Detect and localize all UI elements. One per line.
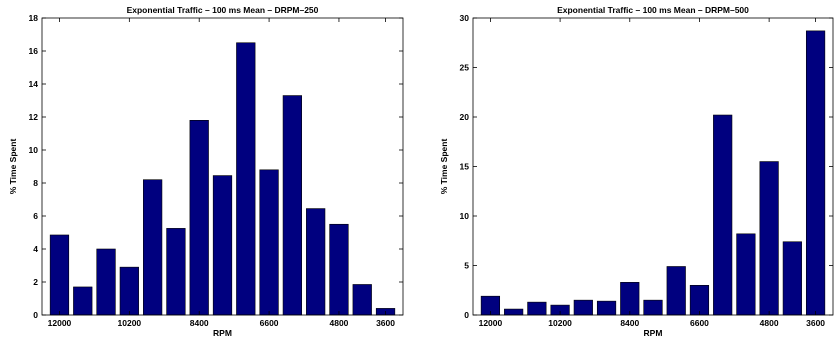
x-axis-label: RPM [213, 328, 232, 338]
x-ticks-group: 12000 10200 8400 6600 4800 3600 [48, 18, 395, 328]
x-tick-label: 6600 [260, 318, 279, 328]
chart-title: Exponential Traffic – 100 ms Mean – DRPM… [557, 5, 749, 15]
bar [189, 120, 209, 316]
x-tick-label: 8400 [190, 318, 209, 328]
bar [620, 282, 640, 316]
y-axis-label: % Time Spent [8, 139, 18, 195]
bar [596, 300, 617, 316]
y-axis-label: % Time Spent [439, 139, 449, 195]
bar [782, 241, 802, 316]
bar [96, 248, 116, 316]
bar [119, 266, 139, 316]
x-tick-label: 10200 [548, 318, 572, 328]
y-tick-label: 0 [33, 310, 38, 320]
bars-group [49, 42, 396, 316]
y-tick-label: 10 [29, 145, 39, 155]
y-tick-label: 15 [460, 162, 470, 172]
x-tick-label: 12000 [479, 318, 503, 328]
y-tick-label: 16 [29, 46, 39, 56]
bar [73, 286, 93, 316]
y-tick-label: 20 [460, 112, 470, 122]
x-tick-label: 8400 [620, 318, 639, 328]
y-tick-label: 18 [29, 13, 39, 23]
bar [689, 284, 710, 316]
bar [306, 208, 326, 316]
bar [527, 301, 547, 316]
y-tick-label: 5 [464, 261, 469, 271]
x-tick-label: 12000 [48, 318, 72, 328]
x-tick-label: 4800 [329, 318, 348, 328]
bar [259, 169, 279, 316]
y-tick-label: 12 [29, 112, 39, 122]
y-tick-label: 8 [33, 178, 38, 188]
bar [143, 179, 163, 316]
x-tick-label: 3600 [806, 318, 825, 328]
chart-drpm-250: Exponential Traffic – 100 ms Mean – DRPM… [8, 5, 404, 338]
bar [329, 223, 349, 316]
y-tick-label: 6 [33, 211, 38, 221]
bar [666, 266, 686, 316]
y-tick-label: 25 [460, 63, 470, 73]
bar [352, 284, 372, 316]
bar [282, 95, 302, 316]
y-tick-label: 10 [460, 211, 470, 221]
y-tick-label: 4 [33, 244, 38, 254]
bar [236, 42, 256, 316]
plot-frame [472, 17, 834, 316]
chart-title: Exponential Traffic – 100 ms Mean – DRPM… [127, 5, 319, 15]
bar [49, 234, 70, 316]
bar [759, 161, 779, 316]
x-ticks-group: 12000 10200 8400 6600 4800 3600 [479, 18, 825, 328]
y-tick-label: 30 [460, 13, 470, 23]
bar [504, 308, 524, 316]
bar [736, 233, 756, 316]
bar [805, 30, 826, 316]
x-tick-label: 6600 [690, 318, 709, 328]
bar [212, 175, 233, 316]
bar [713, 114, 733, 316]
x-tick-label: 3600 [376, 318, 395, 328]
chart-drpm-500: Exponential Traffic – 100 ms Mean – DRPM… [439, 5, 834, 338]
x-tick-label: 10200 [118, 318, 142, 328]
x-axis-label: RPM [644, 328, 663, 338]
x-tick-label: 4800 [760, 318, 779, 328]
bar [166, 228, 186, 316]
bars-group [480, 30, 826, 316]
bar [573, 299, 593, 316]
y-tick-label: 14 [29, 79, 39, 89]
bar [643, 299, 663, 316]
y-tick-label: 0 [464, 310, 469, 320]
y-tick-label: 2 [33, 277, 38, 287]
plot-frame [41, 17, 404, 316]
